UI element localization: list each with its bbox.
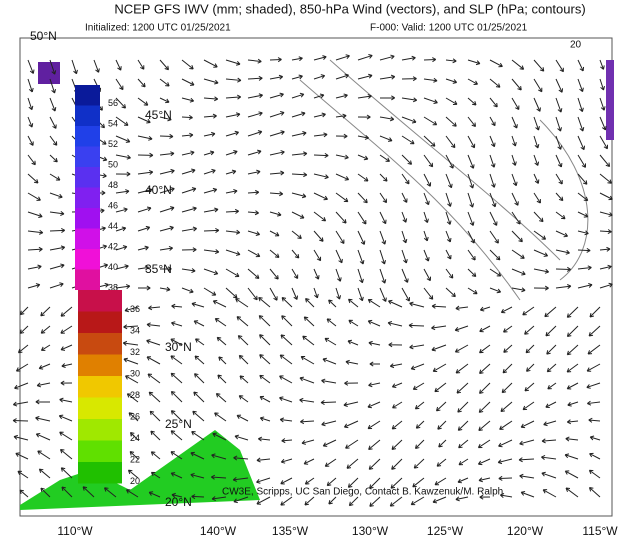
- lat-label: 25°N: [165, 417, 192, 431]
- colorbar-label: 26: [130, 411, 140, 421]
- colorbar-label: 54: [108, 118, 118, 128]
- colorbar-label: 56: [108, 98, 118, 108]
- lon-label: 135°W: [272, 524, 309, 538]
- lat-label: 35°N: [145, 262, 172, 276]
- colorbar-label: 22: [130, 454, 140, 464]
- colorbar-swatch: [75, 188, 100, 209]
- lon-label: 130°W: [352, 524, 389, 538]
- colorbar-label: 42: [108, 241, 118, 251]
- lon-label: 140°W: [200, 524, 237, 538]
- colorbar-label: 50: [108, 159, 118, 169]
- init-time: Initialized: 1200 UTC 01/25/2021: [85, 23, 231, 34]
- colorbar-swatch: [75, 167, 100, 188]
- colorbar-swatch: [78, 441, 122, 463]
- colorbar-label: 52: [108, 139, 118, 149]
- colorbar-swatch: [75, 229, 100, 250]
- colorbar-swatch: [75, 147, 100, 168]
- colorbar-swatch: [75, 85, 100, 106]
- map-figure: 56545250484644424038363432302826242220 N…: [0, 0, 624, 544]
- credit: CW3E, Scripps, UC San Diego, Contact B. …: [222, 487, 503, 498]
- lat-label: 20°N: [165, 495, 192, 509]
- colorbar-swatch: [75, 249, 100, 270]
- lat-label: 45°N: [145, 108, 172, 122]
- colorbar-label: 32: [130, 347, 140, 357]
- colorbar-label: 34: [130, 325, 140, 335]
- colorbar-swatch: [78, 398, 122, 420]
- colorbar-label: 44: [108, 221, 118, 231]
- colorbar-label: 48: [108, 180, 118, 190]
- colorbar-swatch: [78, 312, 122, 334]
- shading-patch: [606, 60, 614, 140]
- colorbar-label: 46: [108, 200, 118, 210]
- colorbar-label: 30: [130, 368, 140, 378]
- colorbar-swatch: [78, 333, 122, 355]
- colorbar-swatch: [78, 462, 122, 484]
- colorbar-label: 36: [130, 304, 140, 314]
- colorbar-swatch: [75, 126, 100, 147]
- colorbar-swatch: [78, 290, 122, 312]
- lat-label: 30°N: [165, 340, 192, 354]
- colorbar-swatch: [75, 208, 100, 229]
- colorbar-label: 28: [130, 390, 140, 400]
- colorbar-swatch: [78, 355, 122, 377]
- lon-label: 125°W: [427, 524, 464, 538]
- colorbar-swatch: [78, 376, 122, 398]
- colorbar-label: 20: [130, 476, 140, 486]
- lat-label: 50°N: [30, 29, 57, 43]
- colorbar-swatch: [75, 106, 100, 127]
- colorbar-swatch: [75, 270, 100, 291]
- lon-label: 120°W: [507, 524, 544, 538]
- title: NCEP GFS IWV (mm; shaded), 850-hPa Wind …: [114, 1, 585, 16]
- shading-patch: [38, 62, 60, 84]
- colorbar-label: 24: [130, 433, 140, 443]
- lon-label: 110°W: [57, 524, 93, 538]
- lat-label: 40°N: [145, 183, 172, 197]
- valid-time: F-000: Valid: 1200 UTC 01/25/2021: [370, 23, 528, 34]
- colorbar-swatch: [78, 419, 122, 441]
- colorbar-label: 40: [108, 262, 118, 272]
- lon-label: 115°W: [582, 524, 618, 538]
- contour-label: 20: [570, 40, 582, 51]
